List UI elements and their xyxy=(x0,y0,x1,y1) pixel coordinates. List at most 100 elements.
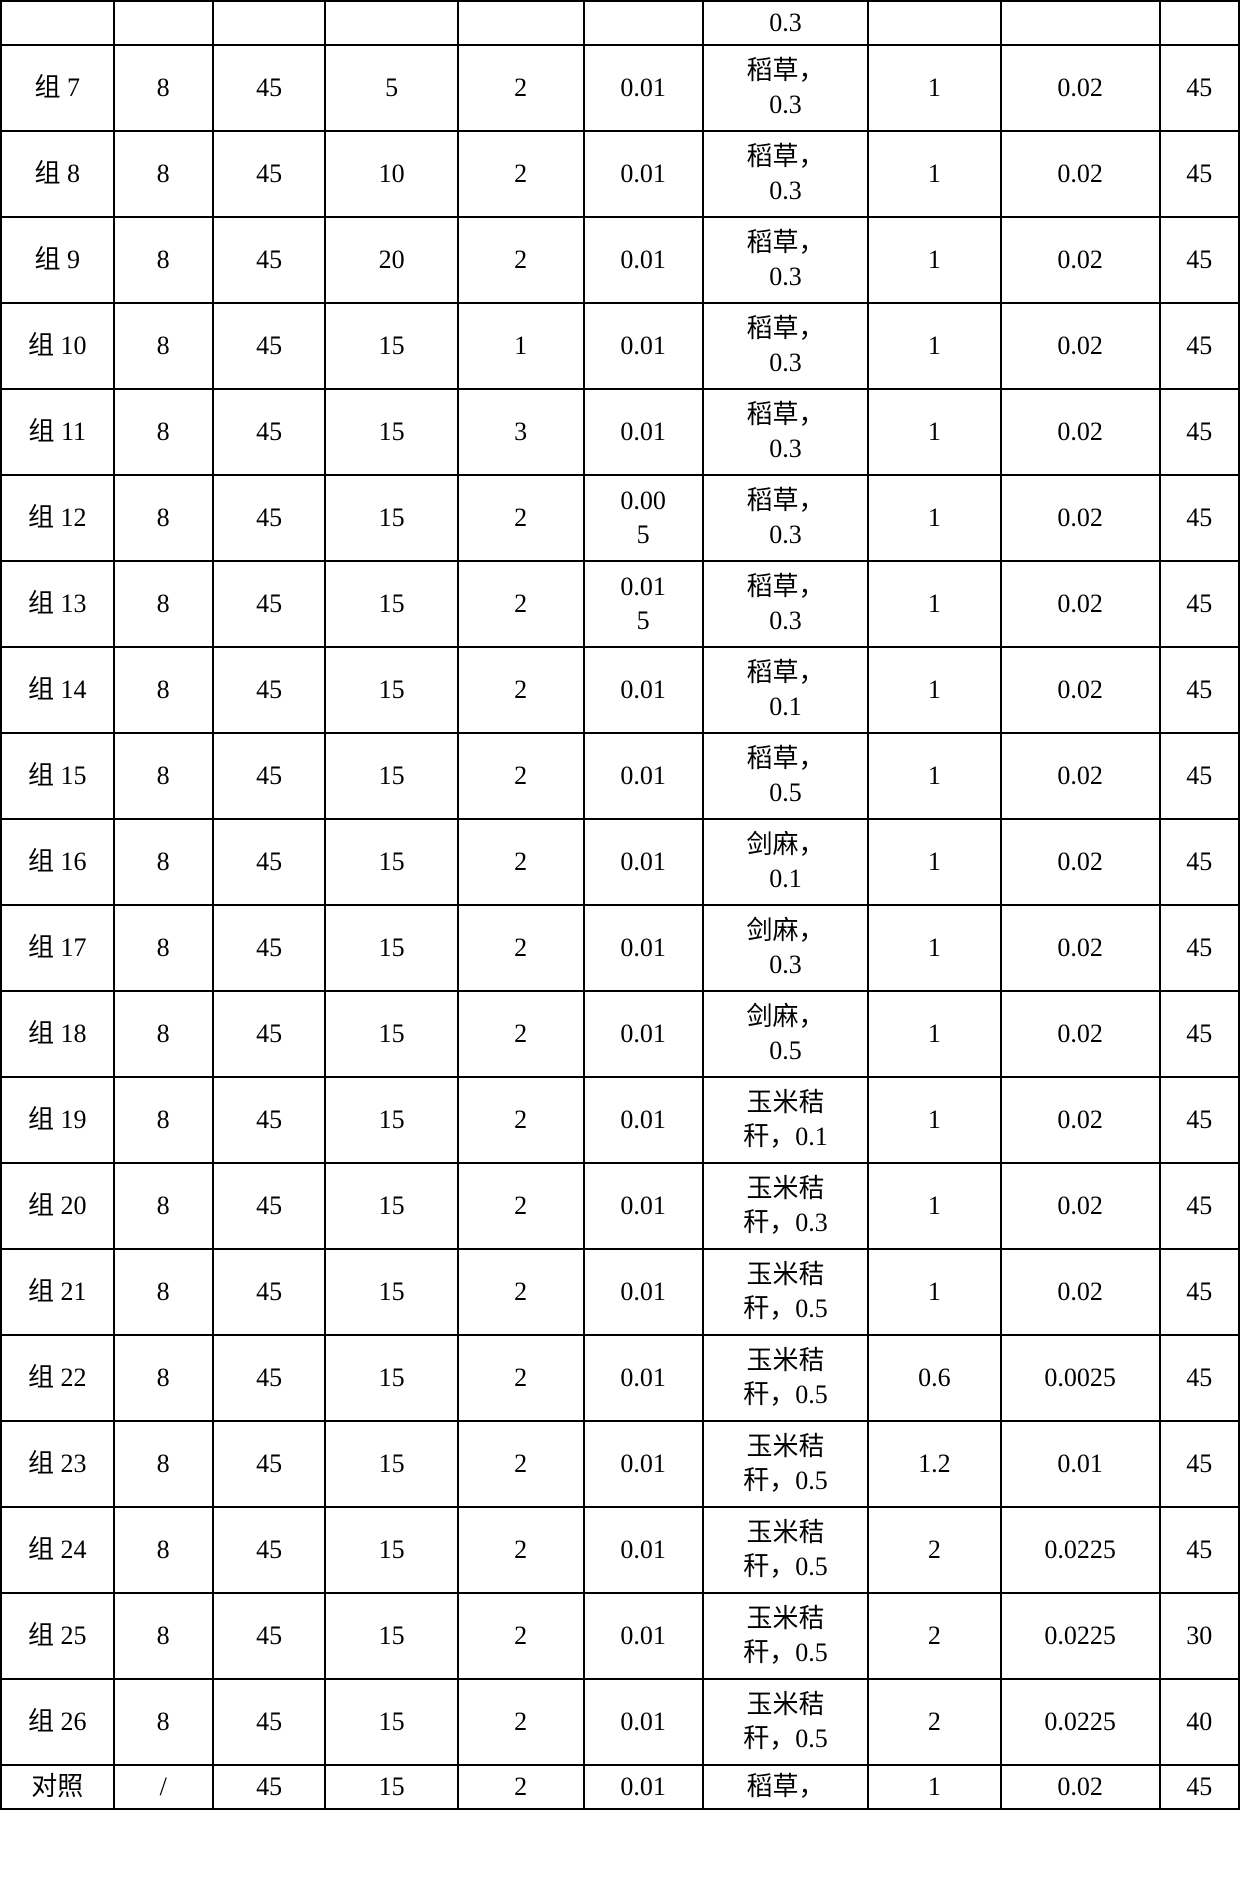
table-cell: 45 xyxy=(1160,1335,1240,1421)
table-cell: 0.01 xyxy=(584,1421,703,1507)
table-row: 组 7845520.01稻草，0.310.0245 xyxy=(1,45,1239,131)
table-cell: 稻草，0.3 xyxy=(703,131,869,217)
table-cell: 8 xyxy=(114,905,213,991)
table-cell: 1 xyxy=(868,131,1000,217)
table-cell: 组 22 xyxy=(1,1335,114,1421)
table-cell: 2 xyxy=(458,1765,584,1809)
table-cell: 组 14 xyxy=(1,647,114,733)
table-cell: 0.02 xyxy=(1001,45,1160,131)
table-cell: 0.02 xyxy=(1001,1077,1160,1163)
table-cell: 8 xyxy=(114,1335,213,1421)
table-row: 组 168451520.01剑麻，0.110.0245 xyxy=(1,819,1239,905)
table-cell: 0.01 xyxy=(584,1335,703,1421)
table-cell: 10 xyxy=(325,131,457,217)
table-cell: 对照 xyxy=(1,1765,114,1809)
table-cell: 45 xyxy=(213,1765,326,1809)
table-cell: 45 xyxy=(1160,647,1240,733)
table-cell: 5 xyxy=(325,45,457,131)
table-row: 组 178451520.01剑麻，0.310.0245 xyxy=(1,905,1239,991)
table-cell xyxy=(114,1,213,45)
table-cell: 45 xyxy=(213,303,326,389)
table-cell: 0.02 xyxy=(1001,1765,1160,1809)
table-cell: 组 21 xyxy=(1,1249,114,1335)
table-cell: 0.3 xyxy=(703,1,869,45)
table-cell: 45 xyxy=(213,131,326,217)
table-cell: 玉米秸秆，0.5 xyxy=(703,1249,869,1335)
table-cell: 稻草，0.3 xyxy=(703,561,869,647)
table-cell: 2 xyxy=(458,45,584,131)
table-cell: 0.0025 xyxy=(1001,1335,1160,1421)
table-cell: 15 xyxy=(325,303,457,389)
table-cell: 2 xyxy=(458,905,584,991)
table-cell: 45 xyxy=(1160,303,1240,389)
table-cell: 玉米秸秆，0.5 xyxy=(703,1421,869,1507)
table-cell: 1 xyxy=(868,561,1000,647)
table-cell xyxy=(1,1,114,45)
table-row: 组 208451520.01玉米秸秆，0.310.0245 xyxy=(1,1163,1239,1249)
table-cell: 0.01 xyxy=(584,905,703,991)
table-cell: 0.01 xyxy=(584,1765,703,1809)
table-cell: 45 xyxy=(213,1249,326,1335)
table-cell: 组 25 xyxy=(1,1593,114,1679)
table-cell xyxy=(1001,1,1160,45)
table-cell: 0.01 xyxy=(1001,1421,1160,1507)
table-cell: 1 xyxy=(868,1249,1000,1335)
table-cell: 0.02 xyxy=(1001,303,1160,389)
table-cell: 稻草，0.5 xyxy=(703,733,869,819)
table-body: 0.3组 7845520.01稻草，0.310.0245组 88451020.0… xyxy=(1,1,1239,1809)
table-cell: 45 xyxy=(213,561,326,647)
table-row: 0.3 xyxy=(1,1,1239,45)
table-cell: 2 xyxy=(458,1335,584,1421)
table-cell: 15 xyxy=(325,1335,457,1421)
table-cell: 15 xyxy=(325,389,457,475)
table-cell: 0.01 xyxy=(584,1593,703,1679)
table-cell: 1 xyxy=(458,303,584,389)
table-row: 组 148451520.01稻草，0.110.0245 xyxy=(1,647,1239,733)
table-cell: 组 13 xyxy=(1,561,114,647)
table-row: 组 98452020.01稻草，0.310.0245 xyxy=(1,217,1239,303)
table-cell: 0.01 xyxy=(584,991,703,1077)
table-cell: 0.005 xyxy=(584,475,703,561)
table-cell: 0.02 xyxy=(1001,217,1160,303)
table-cell: 1 xyxy=(868,389,1000,475)
table-cell: 组 7 xyxy=(1,45,114,131)
table-cell: 组 9 xyxy=(1,217,114,303)
table-cell: 0.02 xyxy=(1001,1163,1160,1249)
table-cell: 0.02 xyxy=(1001,819,1160,905)
table-cell: 45 xyxy=(213,991,326,1077)
table-cell: 45 xyxy=(1160,991,1240,1077)
table-cell: 2 xyxy=(458,475,584,561)
table-cell: 0.01 xyxy=(584,819,703,905)
table-cell: 8 xyxy=(114,1077,213,1163)
table-cell: 8 xyxy=(114,45,213,131)
table-row: 组 158451520.01稻草，0.510.0245 xyxy=(1,733,1239,819)
table-cell: 2 xyxy=(458,1077,584,1163)
table-cell: 2 xyxy=(458,1249,584,1335)
table-cell: 1 xyxy=(868,1077,1000,1163)
table-cell: 2 xyxy=(458,647,584,733)
table-cell: 0.02 xyxy=(1001,905,1160,991)
table-cell: 45 xyxy=(1160,1421,1240,1507)
table-cell: 1 xyxy=(868,819,1000,905)
table-cell: 组 20 xyxy=(1,1163,114,1249)
table-cell: 45 xyxy=(213,475,326,561)
table-cell: 玉米秸秆，0.1 xyxy=(703,1077,869,1163)
table-cell: 稻草，0.3 xyxy=(703,389,869,475)
table-cell: 2 xyxy=(458,1163,584,1249)
table-cell: 1 xyxy=(868,303,1000,389)
table-cell: 45 xyxy=(213,905,326,991)
table-cell: 40 xyxy=(1160,1679,1240,1765)
table-cell: 0.01 xyxy=(584,1679,703,1765)
table-cell: 8 xyxy=(114,475,213,561)
table-cell: 2 xyxy=(458,1421,584,1507)
table-cell: 15 xyxy=(325,475,457,561)
table-cell: 0.02 xyxy=(1001,1249,1160,1335)
table-cell: 45 xyxy=(1160,1077,1240,1163)
table-cell: 0.01 xyxy=(584,131,703,217)
table-row: 对照/451520.01稻草，10.0245 xyxy=(1,1765,1239,1809)
table-cell: 8 xyxy=(114,991,213,1077)
table-cell: 0.015 xyxy=(584,561,703,647)
table-cell: 45 xyxy=(1160,1249,1240,1335)
table-cell: 45 xyxy=(1160,45,1240,131)
table-cell: 45 xyxy=(213,1335,326,1421)
